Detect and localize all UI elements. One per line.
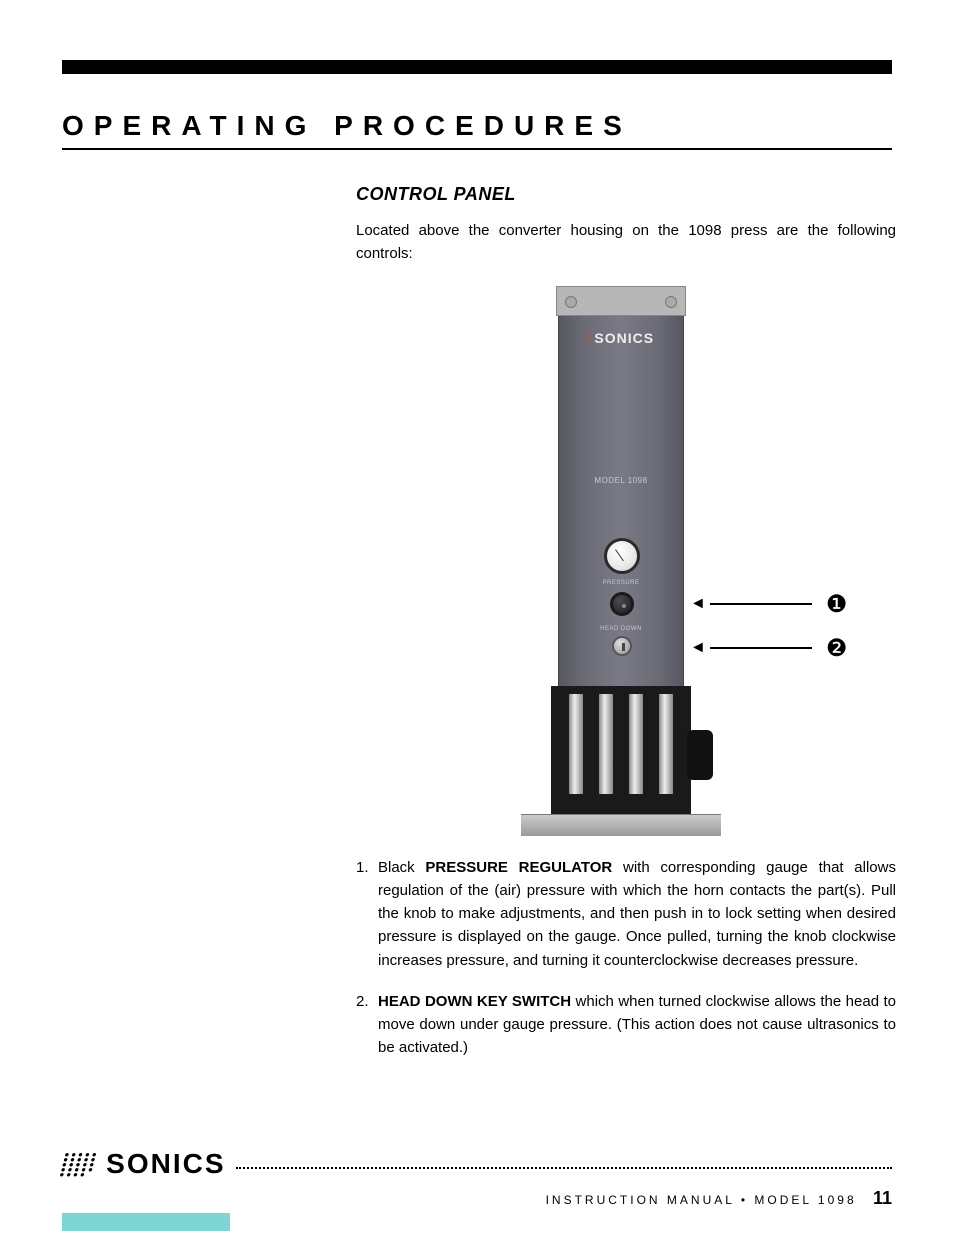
callout-number-1: ❶ <box>826 590 848 619</box>
list-number: 1. <box>356 856 378 972</box>
list-number: 2. <box>356 990 378 1060</box>
pressure-label: PRESSURE <box>559 580 683 586</box>
footer-logo-row: ●●●●●●●●●●●●●●●●●●●●●●●● SONICS <box>62 1148 892 1180</box>
head-down-key-switch <box>612 636 632 656</box>
guide-column <box>629 694 643 794</box>
pressure-regulator-knob <box>610 592 634 616</box>
item-lead: Black <box>378 859 425 876</box>
device-model-label: MODEL 1098 <box>559 476 683 485</box>
brand-waves-icon: ⦚ <box>588 331 592 346</box>
top-black-bar <box>62 60 892 74</box>
footer-doc-title: INSTRUCTION MANUAL • MODEL 1098 <box>546 1193 857 1207</box>
item-bold-term: HEAD DOWN KEY SWITCH <box>378 993 571 1010</box>
head-down-label: HEAD DOWN <box>559 626 683 632</box>
callout-number-2: ❷ <box>826 634 848 663</box>
footer-dotted-rule <box>236 1159 892 1169</box>
guide-columns <box>569 694 673 794</box>
callout-line <box>710 647 812 649</box>
list-item: 2. HEAD DOWN KEY SWITCH which when turne… <box>356 990 896 1060</box>
page-number: 11 <box>873 1188 892 1208</box>
item-bold-term: PRESSURE REGULATOR <box>425 859 612 876</box>
side-adjust-knob <box>687 730 713 780</box>
device-brand-label: ⦚SONICS <box>559 330 683 346</box>
footer-teal-bar <box>62 1213 230 1231</box>
control-descriptions-list: 1. Black PRESSURE REGULATOR with corresp… <box>356 856 896 1060</box>
pressure-gauge-icon <box>604 538 640 574</box>
content-column: CONTROL PANEL Located above the converte… <box>356 184 896 1060</box>
footer-doc-line: INSTRUCTION MANUAL • MODEL 1098 11 <box>62 1188 892 1209</box>
guide-column <box>659 694 673 794</box>
device-base-plate <box>521 814 721 836</box>
callout-line <box>710 603 812 605</box>
guide-column <box>599 694 613 794</box>
page-footer: ●●●●●●●●●●●●●●●●●●●●●●●● SONICS INSTRUCT… <box>62 1148 892 1209</box>
device-front-panel: ⦚SONICS MODEL 1098 PRESSURE HEAD DOWN <box>558 316 684 686</box>
list-body: Black PRESSURE REGULATOR with correspond… <box>378 856 896 972</box>
guide-column <box>569 694 583 794</box>
subheading-control-panel: CONTROL PANEL <box>356 184 896 205</box>
device-top-plate <box>556 286 686 316</box>
device-figure: ⦚SONICS MODEL 1098 PRESSURE HEAD DOWN <box>356 286 896 826</box>
section-title: OPERATING PROCEDURES <box>62 110 892 150</box>
list-body: HEAD DOWN KEY SWITCH which when turned c… <box>378 990 896 1060</box>
footer-brand-text: SONICS <box>106 1148 225 1180</box>
arrow-left-icon: ◄ <box>690 595 706 613</box>
callout-2: ◄ ❷ <box>690 634 847 663</box>
device-illustration: ⦚SONICS MODEL 1098 PRESSURE HEAD DOWN <box>556 286 686 826</box>
device-brand-text: SONICS <box>594 330 654 346</box>
list-item: 1. Black PRESSURE REGULATOR with corresp… <box>356 856 896 972</box>
brand-dot-grid-icon: ●●●●●●●●●●●●●●●●●●●●●●●● <box>59 1152 99 1177</box>
intro-paragraph: Located above the converter housing on t… <box>356 219 896 266</box>
arrow-left-icon: ◄ <box>690 639 706 657</box>
device-lower-housing <box>551 686 691 826</box>
callout-1: ◄ ❶ <box>690 590 847 619</box>
